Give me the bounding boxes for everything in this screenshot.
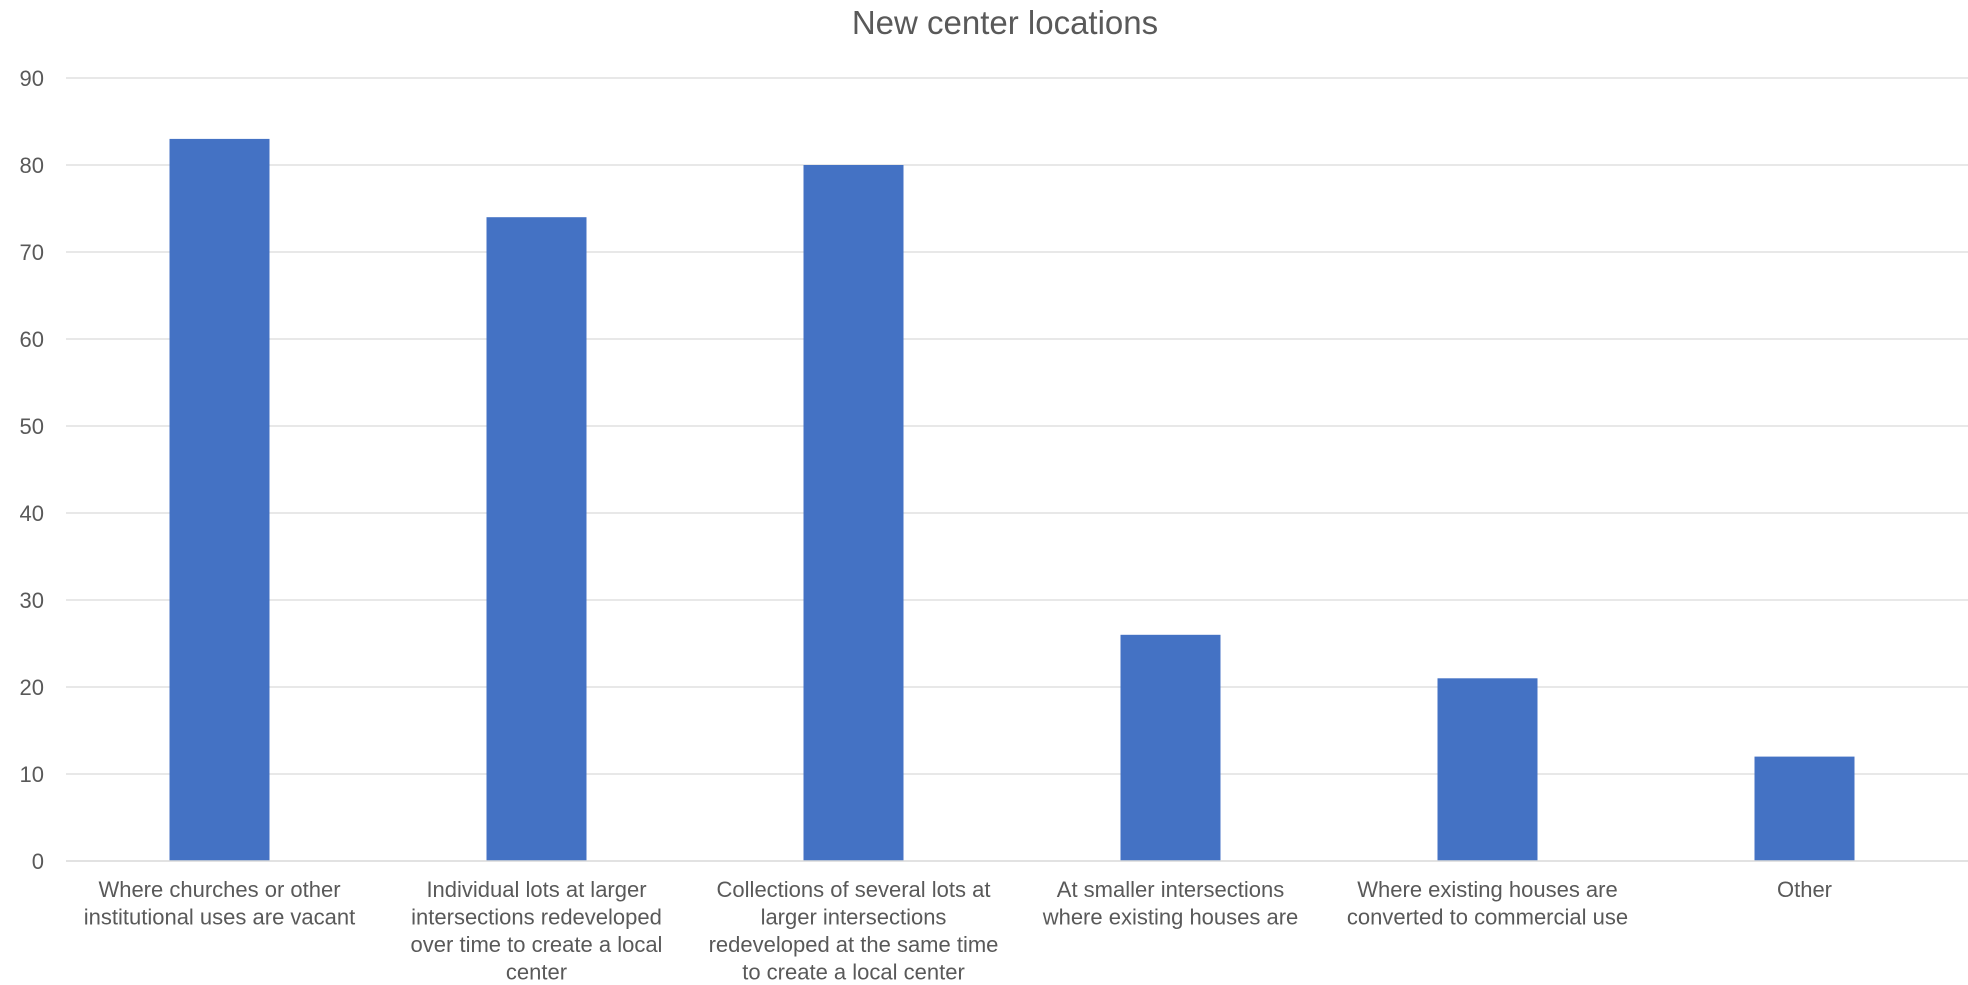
x-category-label-line: to create a local center <box>742 960 965 985</box>
y-tick-label: 10 <box>20 762 44 787</box>
bar <box>1120 634 1221 861</box>
x-category-label-line: redeveloped at the same time <box>709 932 999 957</box>
x-category-label-line: Other <box>1777 877 1832 902</box>
x-category-label: At smaller intersections where existing h… <box>1042 877 1299 930</box>
bar <box>486 217 587 861</box>
x-category-label-line: intersections redeveloped <box>411 905 662 930</box>
x-category-label: Individual lots at larger intersections r… <box>411 877 663 985</box>
x-category-label-line: over time to create a local <box>411 932 663 957</box>
y-tick-label: 60 <box>20 327 44 352</box>
y-tick-label: 70 <box>20 240 44 265</box>
x-category-label-line: institutional uses are vacant <box>84 905 356 930</box>
x-category-label-line: At smaller intersections <box>1057 877 1284 902</box>
y-tick-label: 30 <box>20 588 44 613</box>
x-category-label-line: Individual lots at larger <box>426 877 646 902</box>
gridlines <box>66 77 1968 775</box>
x-category-label-line: center <box>506 960 567 985</box>
y-tick-label: 90 <box>20 66 44 91</box>
bar <box>1437 678 1538 861</box>
y-tick-label: 80 <box>20 153 44 178</box>
y-tick-label: 20 <box>20 675 44 700</box>
chart-title: New center locations <box>852 4 1158 41</box>
bar <box>1754 756 1855 861</box>
x-category-label-line: Collections of several lots at <box>717 877 991 902</box>
x-category-label-line: where existing houses are <box>1042 905 1299 930</box>
y-axis-ticks: 0 10 20 30 40 50 60 70 80 90 <box>20 66 44 874</box>
x-category-label: Other <box>1777 877 1832 902</box>
y-tick-label: 0 <box>32 849 44 874</box>
x-category-label: Where existing houses are converted to co… <box>1347 877 1628 930</box>
x-category-label: Collections of several lots at larger int… <box>709 877 999 985</box>
x-category-label-line: Where existing houses are <box>1357 877 1617 902</box>
x-category-label-line: larger intersections <box>761 905 947 930</box>
bar <box>169 138 270 861</box>
bar <box>803 165 904 861</box>
x-category-label-line: Where churches or other <box>98 877 340 902</box>
x-category-label-line: converted to commercial use <box>1347 905 1628 930</box>
y-tick-label: 40 <box>20 501 44 526</box>
x-category-label: Where churches or other institutional use… <box>84 877 356 930</box>
bars <box>169 138 1855 861</box>
x-axis-category-labels: Where churches or other institutional use… <box>84 877 1832 985</box>
y-tick-label: 50 <box>20 414 44 439</box>
